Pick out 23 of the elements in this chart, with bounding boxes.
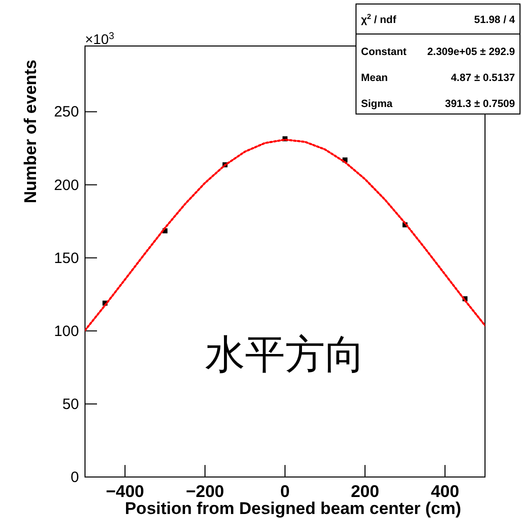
annotation: 391.3 ± 0.7509: [445, 98, 516, 110]
x-tick-label: 200: [350, 482, 380, 501]
y-tick-label: 250: [54, 104, 79, 121]
annotation: Constant: [361, 46, 407, 58]
y-tick-label: 150: [54, 250, 79, 267]
annotation: Sigma: [361, 98, 393, 110]
x-tick-label: −400: [106, 482, 144, 501]
y-tick-label: 50: [62, 396, 79, 413]
y-tick-label: 200: [54, 176, 79, 194]
x-tick-label: 400: [430, 482, 460, 501]
y-tick-label: 0: [70, 469, 79, 486]
annotation: 水平方向: [205, 333, 365, 377]
x-tick-label: 0: [280, 482, 290, 501]
x-tick-label: −200: [186, 482, 224, 501]
text: 51.98 / 4: [474, 14, 516, 26]
x-axis-title: Position from Designed beam center (cm): [124, 499, 462, 518]
annotation: ×10$^{3}$: [85, 30, 115, 47]
text: χ$^{2}$ / ndf: [361, 12, 397, 26]
annotation: 4.87 ± 0.5137: [450, 72, 516, 84]
y-axis-title: Number of events: [21, 60, 40, 204]
annotation: Mean: [361, 72, 388, 84]
annotation: 2.309e+05 ± 292.9: [427, 46, 516, 58]
y-tick-label: 100: [54, 322, 79, 340]
